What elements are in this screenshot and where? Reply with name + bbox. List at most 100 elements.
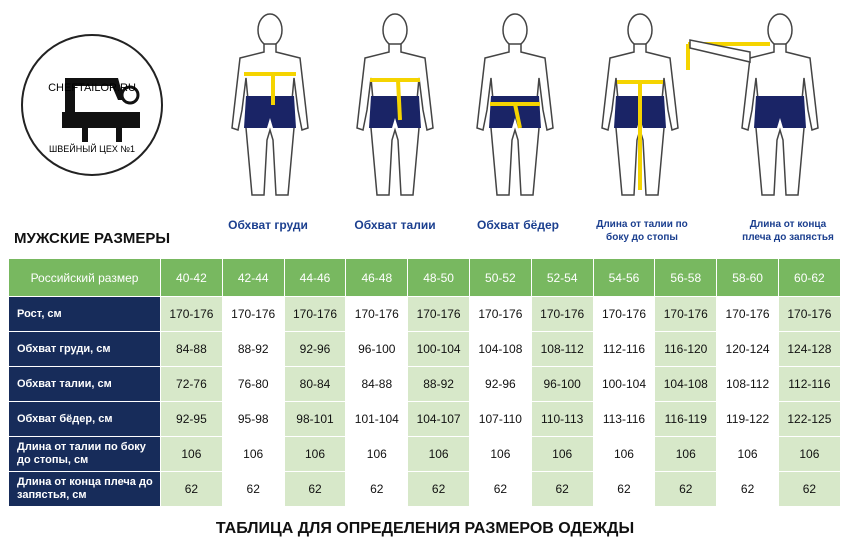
table-cell: 170-176 [221,296,285,332]
table-cell: 54-56 [592,258,656,297]
table-cell: 62 [592,471,656,507]
table-cell: 80-84 [283,366,347,402]
table-cell: 62 [530,471,594,507]
table-cell: Обхват груди, см [8,331,161,367]
table-cell: 106 [716,436,779,472]
table-cell: 116-120 [654,331,718,367]
table-cell: 108-112 [716,366,779,402]
table-cell: 110-113 [530,401,594,437]
table-row: Длина от талии по боку до стопы, см 106 10… [8,436,841,472]
table-cell: 101-104 [345,401,409,437]
table-cell: 92-96 [283,331,347,367]
table-cell: 170-176 [777,296,841,332]
table-cell: 104-107 [407,401,470,437]
table-cell: 170-176 [530,296,594,332]
size-table: Российский размер 40-42 42-44 44-46 46-48 48-… [8,258,841,507]
header-row: Российский размер 40-42 42-44 44-46 46-48 48-… [8,258,841,297]
table-cell: 62 [468,471,532,507]
footer-title: ТАБЛИЦА ДЛЯ ОПРЕДЕЛЕНИЯ РАЗМЕРОВ ОДЕЖДЫ [215,520,635,537]
table-cell: 62 [654,471,718,507]
table-cell: 100-104 [407,331,470,367]
measurement-label: Обхват груди [228,218,308,232]
table-cell: 92-96 [468,366,532,402]
table-cell: 116-119 [654,401,718,437]
table-cell: 120-124 [716,331,779,367]
table-cell: 106 [283,436,347,472]
table-cell: 170-176 [345,296,409,332]
table-cell: 88-92 [407,366,470,402]
table-cell: 170-176 [654,296,718,332]
table-cell: 96-100 [345,331,409,367]
table-cell: 62 [407,471,470,507]
table-cell: 112-116 [777,366,841,402]
table-cell: 170-176 [407,296,470,332]
logo [21,34,163,176]
table-cell: 106 [592,436,656,472]
table-cell: 170-176 [468,296,532,332]
table-cell: 98-101 [283,401,347,437]
table-cell: 119-122 [716,401,779,437]
table-cell: Обхват бёдер, см [8,401,161,437]
table-cell: 106 [221,436,285,472]
table-cell: 170-176 [160,296,223,332]
table-cell: 72-76 [160,366,223,402]
table-cell: Рост, см [8,296,161,332]
table-row: Длина от конца плеча до запястья, см 62 62… [8,471,841,507]
table-cell: 88-92 [221,331,285,367]
table-cell: 42-44 [221,258,285,297]
table-cell: 170-176 [283,296,347,332]
table-cell: 106 [407,436,470,472]
table-cell: 106 [530,436,594,472]
table-cell: 106 [345,436,409,472]
table-cell: 170-176 [716,296,779,332]
table-cell: Российский размер [8,258,161,297]
table-cell: 112-116 [592,331,656,367]
table-cell: 58-60 [716,258,779,297]
table-cell: 50-52 [468,258,532,297]
table-cell: Длина от конца плеча до запястья, см [8,471,161,507]
table-cell: 106 [654,436,718,472]
table-cell: 104-108 [468,331,532,367]
table-cell: 113-116 [592,401,656,437]
table-cell: 62 [716,471,779,507]
table-cell: 92-95 [160,401,223,437]
logo-tagline: ШВЕЙНЫЙ ЦЕХ №1 [49,144,135,154]
table-row: Обхват бёдер, см 92-95 95-98 98-101 101-104 1… [8,401,841,437]
table-cell: Длина от талии по боку до стопы, см [8,436,161,472]
measurement-label: Обхват бёдер [477,218,559,232]
table-cell: 62 [283,471,347,507]
table-cell: 84-88 [160,331,223,367]
table-row: Обхват талии, см 72-76 76-80 80-84 84-88 88-9… [8,366,841,402]
table-cell: 106 [160,436,223,472]
table-cell: 46-48 [345,258,409,297]
table-cell: 62 [777,471,841,507]
measurement-label: Длина от конца плеча до запястья [742,219,834,243]
table-cell: Обхват талии, см [8,366,161,402]
illustrations [21,13,819,196]
measurement-label: Длина от талии по боку до стопы [596,219,688,243]
table-cell: 40-42 [160,258,223,297]
table-cell: 56-58 [654,258,718,297]
measurement-label: Обхват талии [354,218,436,232]
table-cell: 52-54 [530,258,594,297]
table-cell: 124-128 [777,331,841,367]
table-row: Рост, см 170-176 170-176 170-176 170-176 170-… [8,296,841,332]
logo-site: CHEFTAILOR.RU [48,82,136,94]
table-cell: 100-104 [592,366,656,402]
table-cell: 108-112 [530,331,594,367]
table-cell: 106 [468,436,532,472]
table-cell: 122-125 [777,401,841,437]
table-cell: 44-46 [283,258,347,297]
table-cell: 96-100 [530,366,594,402]
table-cell: 84-88 [345,366,409,402]
table-cell: 104-108 [654,366,718,402]
table-cell: 62 [160,471,223,507]
table-cell: 76-80 [221,366,285,402]
table-cell: 170-176 [592,296,656,332]
table-row: Обхват груди, см 84-88 88-92 92-96 96-100 100… [8,331,841,367]
table-cell: 106 [777,436,841,472]
table-cell: 95-98 [221,401,285,437]
section-title: МУЖСКИЕ РАЗМЕРЫ [14,230,171,247]
table-cell: 62 [345,471,409,507]
